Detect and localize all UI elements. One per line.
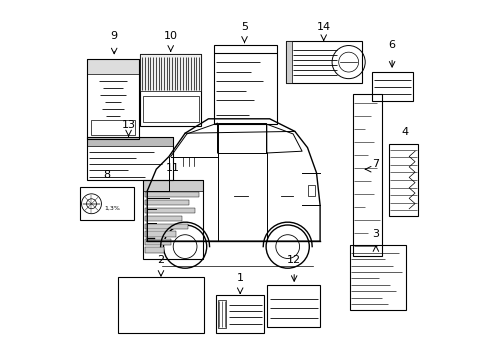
Bar [145, 224, 187, 229]
Bar [285, 41, 361, 83]
Text: 6: 6 [388, 40, 395, 50]
Bar [371, 72, 412, 101]
Text: 1,3%: 1,3% [104, 206, 120, 211]
Bar [352, 94, 381, 256]
Bar [142, 180, 203, 259]
Text: 12: 12 [286, 255, 301, 265]
Bar [87, 59, 139, 139]
Text: 9: 9 [110, 31, 118, 41]
Text: 11: 11 [166, 163, 180, 173]
Bar [307, 185, 314, 196]
Text: 14: 14 [316, 22, 330, 32]
Text: 4: 4 [400, 127, 407, 137]
Text: 7: 7 [371, 159, 379, 169]
Bar [80, 187, 133, 220]
Bar [145, 216, 182, 221]
Bar [140, 54, 201, 91]
Bar [140, 54, 201, 126]
Bar [87, 137, 173, 180]
Bar [285, 41, 291, 83]
Text: 13: 13 [122, 120, 135, 130]
Text: 2: 2 [157, 255, 164, 265]
Text: 5: 5 [241, 22, 247, 32]
Bar [213, 45, 276, 124]
Bar [118, 277, 204, 333]
Bar [145, 231, 175, 237]
Bar [266, 285, 320, 327]
Bar [217, 300, 226, 328]
Bar [145, 200, 188, 205]
Bar [142, 96, 199, 122]
Bar [145, 239, 170, 245]
Text: 8: 8 [103, 170, 110, 180]
Bar [349, 245, 405, 310]
Bar [142, 180, 203, 191]
Bar [87, 137, 173, 146]
Bar [387, 144, 417, 216]
Text: 10: 10 [163, 31, 177, 41]
Bar [87, 59, 139, 74]
Bar [145, 192, 198, 197]
Bar [145, 247, 163, 253]
Text: 1: 1 [236, 273, 243, 283]
Text: 3: 3 [372, 229, 379, 239]
Bar [215, 295, 264, 333]
Bar [145, 208, 195, 213]
Bar [91, 120, 135, 135]
